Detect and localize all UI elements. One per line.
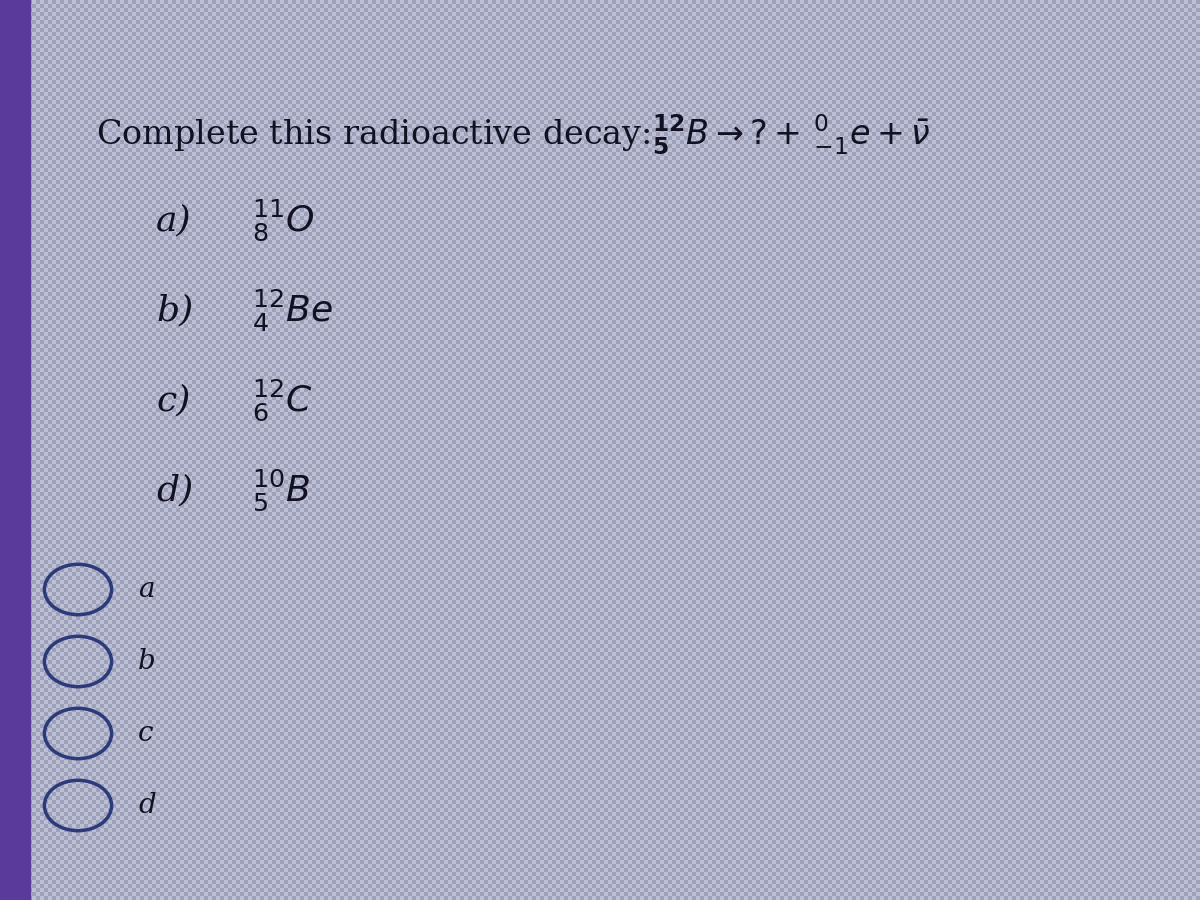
Text: a: a xyxy=(138,576,155,603)
Text: d: d xyxy=(138,792,156,819)
Text: c): c) xyxy=(156,383,191,418)
Text: c: c xyxy=(138,720,154,747)
Bar xyxy=(0,0,30,900)
Text: $^{10}_{5}B$: $^{10}_{5}B$ xyxy=(252,468,310,513)
Text: d): d) xyxy=(156,473,193,508)
Text: $^{12}_{4}Be$: $^{12}_{4}Be$ xyxy=(252,287,332,334)
Text: b): b) xyxy=(156,293,193,328)
Text: b: b xyxy=(138,648,156,675)
Text: $^{11}_{8}O$: $^{11}_{8}O$ xyxy=(252,198,314,243)
Text: Complete this radioactive decay:$\mathbf{^{12}_{5}}B \rightarrow? +\, ^{0}_{-1}e: Complete this radioactive decay:$\mathbf… xyxy=(96,112,931,157)
Text: a): a) xyxy=(156,203,192,238)
Text: $^{12}_{6}C$: $^{12}_{6}C$ xyxy=(252,378,313,423)
